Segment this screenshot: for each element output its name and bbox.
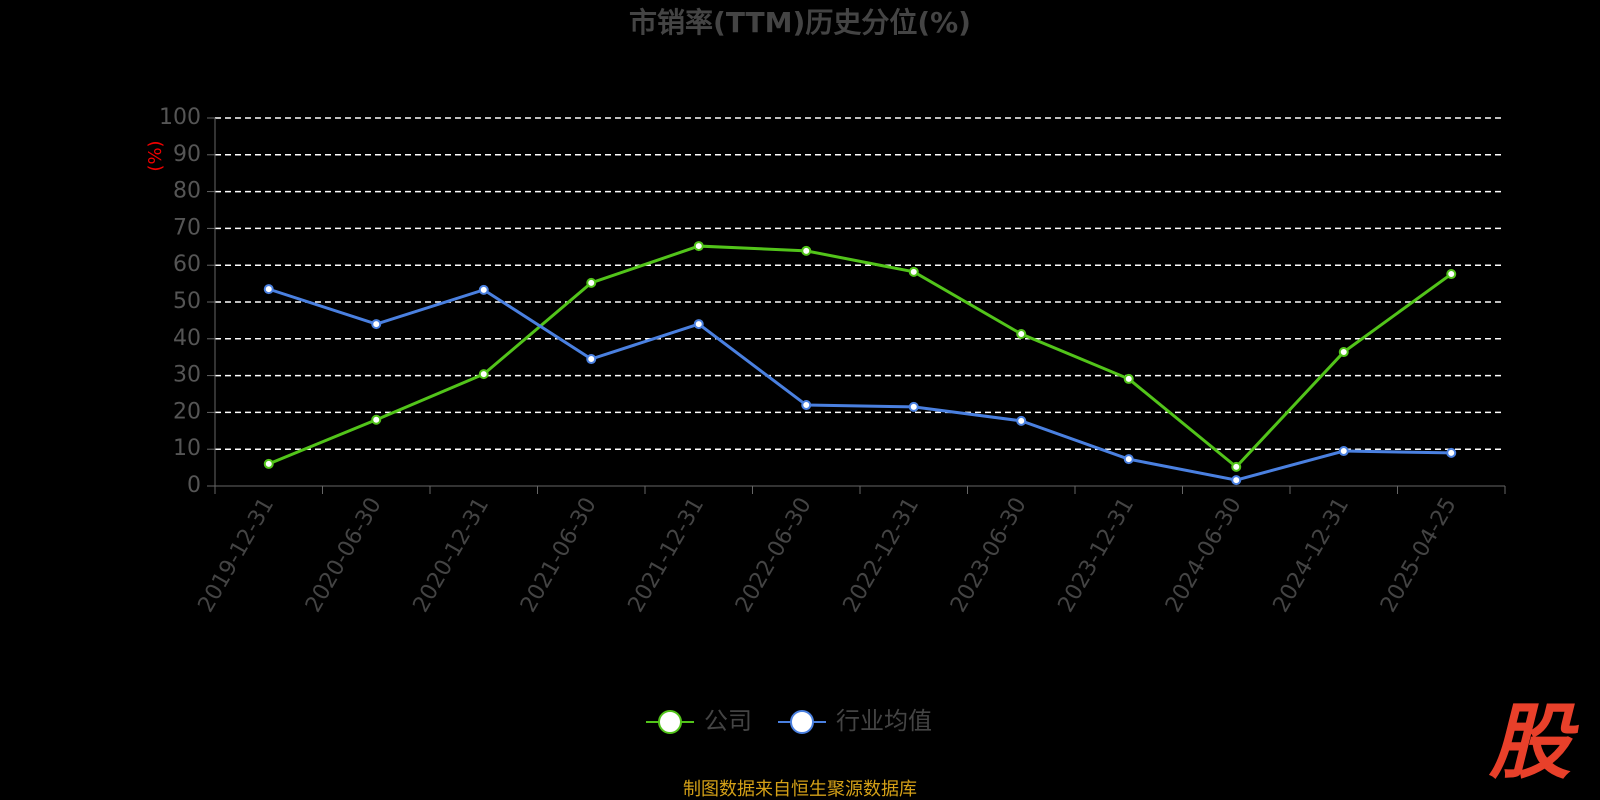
logo: 股 <box>1488 695 1579 790</box>
data-point <box>908 401 919 412</box>
data-point <box>1016 415 1027 426</box>
y-tick-label: 100 <box>159 105 201 130</box>
y-tick-label: 40 <box>173 326 201 351</box>
series-line <box>268 287 1452 482</box>
y-tick-label: 70 <box>173 215 201 240</box>
y-tick-label: 90 <box>173 142 201 167</box>
data-point <box>1123 373 1134 384</box>
y-tick-label: 0 <box>187 473 201 498</box>
data-point <box>801 400 812 411</box>
legend-marker <box>790 710 814 734</box>
y-tick-label: 30 <box>173 363 201 388</box>
y-tick-label: 10 <box>173 436 201 461</box>
legend-item[interactable]: 行业均值 <box>778 707 932 735</box>
legend-label: 公司 <box>704 707 752 735</box>
source-note: 制图数据来自恒生聚源数据库 <box>683 779 917 800</box>
data-point <box>801 245 812 256</box>
data-point <box>1231 461 1242 472</box>
data-point <box>371 319 382 330</box>
data-point <box>693 241 704 252</box>
data-point <box>263 458 274 469</box>
data-point <box>586 354 597 365</box>
data-point <box>1231 475 1242 486</box>
data-point <box>586 277 597 288</box>
data-point <box>1338 446 1349 457</box>
data-point <box>1446 447 1457 458</box>
y-tick-label: 60 <box>173 252 201 277</box>
data-point <box>908 266 919 277</box>
y-tick-label: 20 <box>173 399 201 424</box>
data-point <box>693 319 704 330</box>
legend-marker <box>658 710 682 734</box>
data-point <box>478 284 489 295</box>
y-tick-label: 80 <box>173 179 201 204</box>
series-line <box>268 244 1453 469</box>
data-point <box>1446 269 1457 280</box>
y-tick-label: 50 <box>173 289 201 314</box>
data-point <box>1338 347 1349 358</box>
data-point <box>263 284 274 295</box>
data-point <box>1123 454 1134 465</box>
data-point <box>1016 329 1027 340</box>
chart-title: 市销率(TTM)历史分位(%) <box>629 6 971 39</box>
legend-item[interactable]: 公司 <box>646 707 752 735</box>
data-point <box>371 414 382 425</box>
data-point <box>478 369 489 380</box>
legend-label: 行业均值 <box>836 707 932 735</box>
y-axis-label: (%) <box>145 140 166 171</box>
